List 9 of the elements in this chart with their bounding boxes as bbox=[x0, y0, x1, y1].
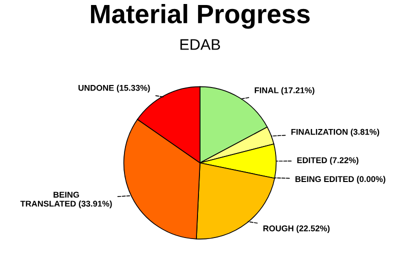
legend-label: BEING EDITED (0.00%) bbox=[296, 176, 386, 184]
slice-label: UNDONE (15.33%) bbox=[78, 84, 150, 92]
slice-label: FINAL (17.21%) bbox=[254, 87, 314, 95]
slice-label: BEING TRANSLATED (33.91%) bbox=[20, 192, 112, 208]
slice-label: EDITED (7.22%) bbox=[297, 157, 358, 165]
slice-label: FINALIZATION (3.81%) bbox=[291, 128, 380, 136]
chart-subtitle: EDAB bbox=[180, 39, 220, 50]
slice-label: ROUGH (22.52%) bbox=[263, 225, 330, 233]
chart-title: Material Progress bbox=[91, 4, 310, 29]
